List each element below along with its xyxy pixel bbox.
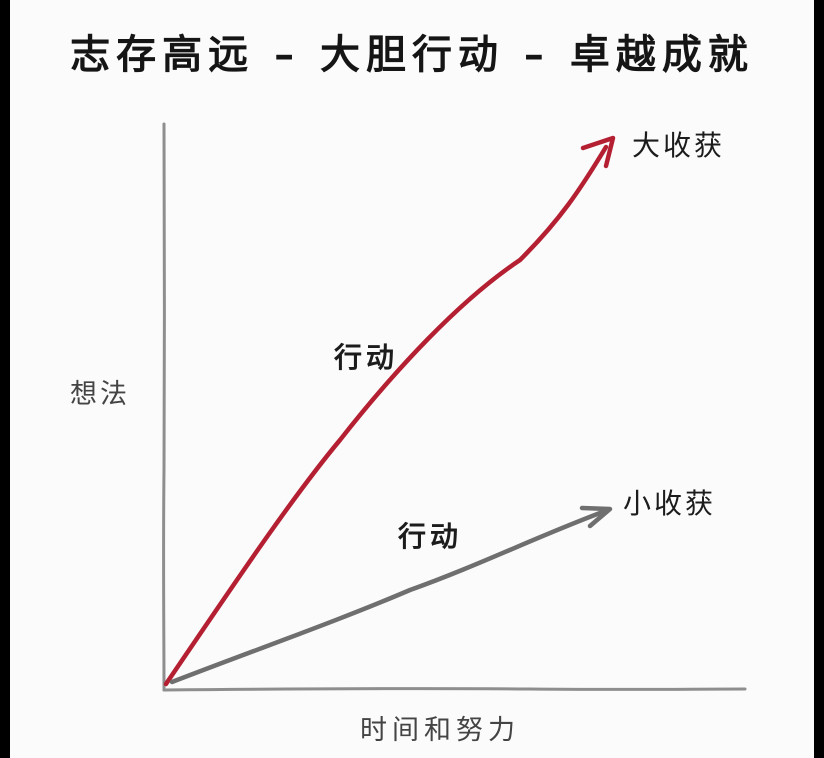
diagram-canvas: 志存高远 – 大胆行动 – 卓越成就 想法 时间和努力 大收获 小收获 行动 行… [10, 0, 814, 758]
y-axis-label: 想法 [70, 379, 130, 410]
x-axis [162, 687, 747, 692]
high-action-arrow [163, 144, 609, 687]
diagram-title: 志存高远 – 大胆行动 – 卓越成就 [70, 31, 754, 78]
x-axis-label: 时间和努力 [360, 715, 520, 746]
low-action-label: 行动 [398, 520, 463, 553]
low-action-arrowhead [579, 505, 613, 529]
small-result-label: 小收获 [623, 487, 717, 520]
low-action-arrow [169, 507, 611, 685]
big-result-label: 大收获 [632, 129, 726, 162]
high-action-label: 行动 [334, 341, 399, 374]
y-axis [162, 122, 166, 692]
high-action-arrowhead [580, 135, 616, 169]
diagram-svg [162, 122, 747, 692]
